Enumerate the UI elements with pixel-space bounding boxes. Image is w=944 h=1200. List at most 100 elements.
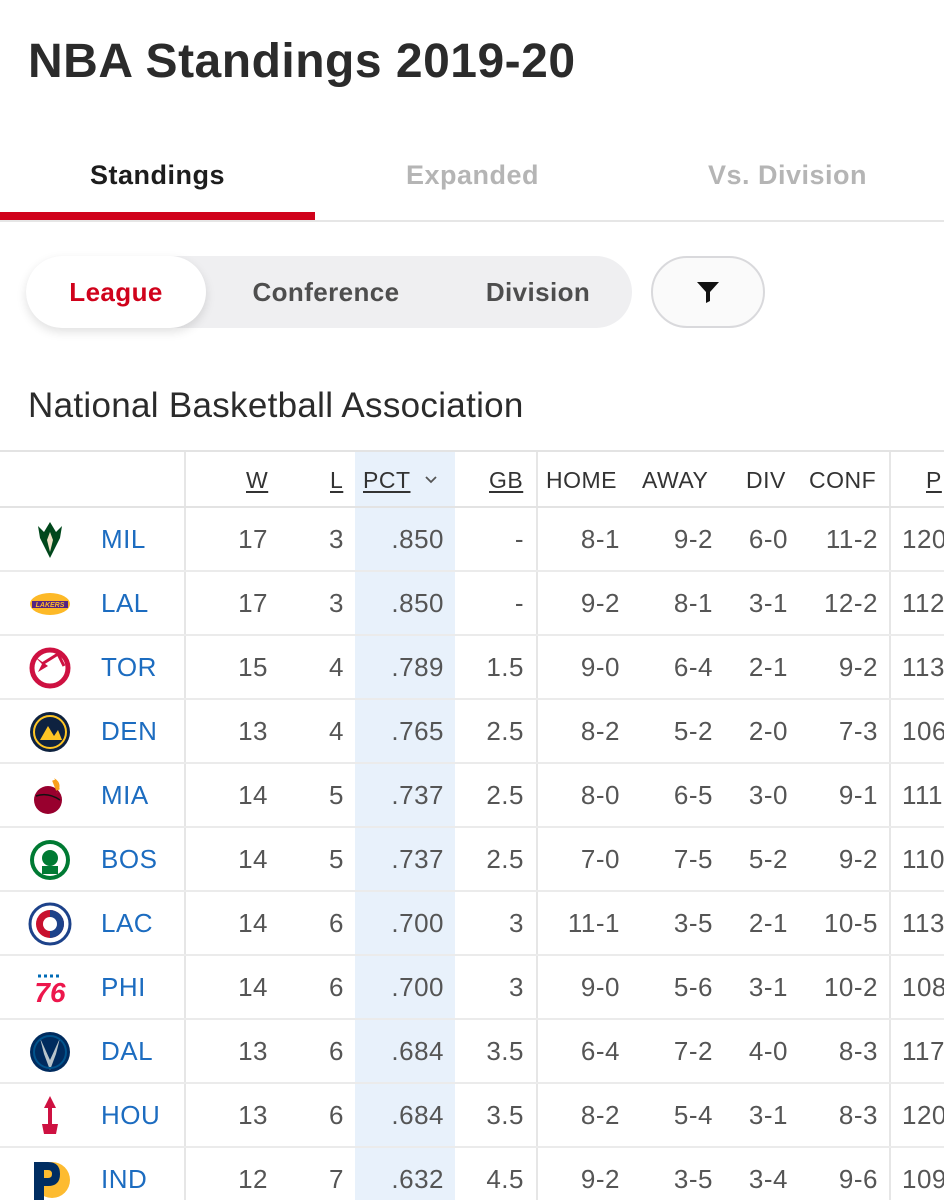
cell-w: 13 (238, 715, 268, 746)
cell-conf: 9-6 (838, 1163, 878, 1194)
cell-l: 3 (329, 523, 344, 554)
tab-expanded[interactable]: Expanded (405, 159, 540, 190)
table-row[interactable]: MIL 17 3 .850 - 8-1 9-2 6-0 11-2 120 (0, 508, 944, 572)
cell-conf: 7-3 (838, 715, 878, 746)
table-row[interactable]: MIA 14 5 .737 2.5 8-0 6-5 3-0 9-1 111 (0, 764, 944, 828)
team-link[interactable]: TOR (101, 651, 157, 682)
table-row[interactable]: LAC 14 6 .700 3 11-1 3-5 2-1 10-5 113 (0, 892, 944, 956)
filter-button[interactable] (651, 256, 765, 328)
header-gb[interactable]: GB (489, 466, 524, 493)
cell-gb: 3 (509, 971, 524, 1002)
cell-w: 17 (238, 587, 268, 618)
cell-conf: 9-2 (838, 651, 878, 682)
tab-vs-division[interactable]: Vs. Division (707, 159, 868, 190)
header-pct[interactable]: PCT (363, 452, 439, 508)
cell-l: 6 (329, 907, 344, 938)
cell-l: 5 (329, 843, 344, 874)
team-link[interactable]: LAL (101, 587, 149, 618)
cell-pct: .789 (391, 651, 444, 682)
segment-league[interactable]: League (26, 256, 206, 328)
cell-gb: - (514, 523, 524, 554)
table-row[interactable]: DEN 13 4 .765 2.5 8-2 5-2 2-0 7-3 106 (0, 700, 944, 764)
table-row[interactable]: IND 12 7 .632 4.5 9-2 3-5 3-4 9-6 109 (0, 1148, 944, 1200)
cell-w: 13 (238, 1035, 268, 1066)
standings-table: W L PCT GB HOME AWAY DIV CONF P MIL 17 3 .8… (0, 450, 944, 1200)
header-home: HOME (546, 466, 617, 493)
cell-div: 3-1 (748, 971, 788, 1002)
grouping-segmented-control: League Conference Division (26, 256, 632, 328)
table-row[interactable]: BOS 14 5 .737 2.5 7-0 7-5 5-2 9-2 110 (0, 828, 944, 892)
team-link[interactable]: BOS (101, 843, 158, 874)
cell-gb: - (514, 587, 524, 618)
team-link[interactable]: HOU (101, 1099, 161, 1130)
cell-l: 6 (329, 1099, 344, 1130)
team-link[interactable]: MIA (101, 779, 149, 810)
cell-conf: 8-3 (838, 1035, 878, 1066)
cell-div: 3-0 (748, 779, 788, 810)
cell-w: 14 (238, 843, 268, 874)
cell-points: 111 (902, 779, 944, 810)
cell-points: 112 (902, 587, 944, 618)
header-conf: CONF (809, 466, 877, 493)
view-tabs: Standings Expanded Vs. Division (0, 130, 944, 222)
cell-pct: .684 (391, 1035, 444, 1066)
cell-away: 3-5 (673, 1163, 713, 1194)
cell-div: 2-1 (748, 651, 788, 682)
cell-div: 2-1 (748, 907, 788, 938)
cell-home: 9-2 (580, 587, 620, 618)
cell-gb: 1.5 (486, 651, 524, 682)
table-row[interactable]: 76 PHI 14 6 .700 3 9-0 5-6 3-1 10-2 108 (0, 956, 944, 1020)
cell-away: 6-5 (673, 779, 713, 810)
cell-conf: 11-2 (825, 523, 878, 554)
header-l[interactable]: L (330, 466, 344, 493)
team-link[interactable]: DEN (101, 715, 158, 746)
team-link[interactable]: PHI (101, 971, 146, 1002)
team-link[interactable]: MIL (101, 523, 146, 554)
cell-pct: .684 (391, 1099, 444, 1130)
team-link[interactable]: IND (101, 1163, 148, 1194)
table-row[interactable]: DAL 13 6 .684 3.5 6-4 7-2 4-0 8-3 117 (0, 1020, 944, 1084)
cell-points: 110 (902, 843, 944, 874)
cell-pct: .700 (391, 971, 444, 1002)
table-row[interactable]: TOR 15 4 .789 1.5 9-0 6-4 2-1 9-2 113 (0, 636, 944, 700)
cell-conf: 8-3 (838, 1099, 878, 1130)
cell-home: 6-4 (580, 1035, 620, 1066)
cell-div: 4-0 (748, 1035, 788, 1066)
cell-away: 5-4 (673, 1099, 713, 1130)
cell-home: 7-0 (580, 843, 620, 874)
cell-conf: 9-2 (838, 843, 878, 874)
cell-w: 14 (238, 907, 268, 938)
cell-away: 8-1 (673, 587, 713, 618)
team-link[interactable]: LAC (101, 907, 154, 938)
cell-home: 11-1 (567, 907, 620, 938)
cell-w: 15 (238, 651, 268, 682)
cell-points: 120 (902, 1099, 944, 1130)
cell-gb: 2.5 (486, 779, 524, 810)
segment-conference[interactable]: Conference (252, 276, 400, 307)
svg-text:76: 76 (34, 977, 66, 1008)
header-w[interactable]: W (246, 466, 269, 493)
cell-pct: .632 (391, 1163, 444, 1194)
table-row[interactable]: HOU 13 6 .684 3.5 8-2 5-4 3-1 8-3 120 (0, 1084, 944, 1148)
team-link[interactable]: DAL (101, 1035, 154, 1066)
cell-points: 117 (902, 1035, 944, 1066)
cell-gb: 4.5 (486, 1163, 524, 1194)
header-points[interactable]: P (926, 466, 942, 493)
cell-points: 113 (902, 651, 944, 682)
active-tab-indicator (0, 212, 315, 220)
cell-div: 6-0 (748, 523, 788, 554)
section-title: National Basketball Association (28, 386, 524, 425)
cell-gb: 3 (509, 907, 524, 938)
cell-div: 3-1 (748, 1099, 788, 1130)
cell-gb: 2.5 (486, 843, 524, 874)
cell-away: 5-6 (673, 971, 713, 1002)
cell-home: 9-2 (580, 1163, 620, 1194)
cell-div: 3-1 (748, 587, 788, 618)
segment-division[interactable]: Division (485, 276, 591, 307)
cell-away: 3-5 (673, 907, 713, 938)
svg-text:LAKERS: LAKERS (36, 602, 65, 609)
table-row[interactable]: LAKERS LAL 17 3 .850 - 9-2 8-1 3-1 12-2 112 (0, 572, 944, 636)
cell-points: 106 (902, 715, 944, 746)
tab-standings[interactable]: Standings (89, 159, 225, 190)
cell-w: 14 (238, 971, 268, 1002)
